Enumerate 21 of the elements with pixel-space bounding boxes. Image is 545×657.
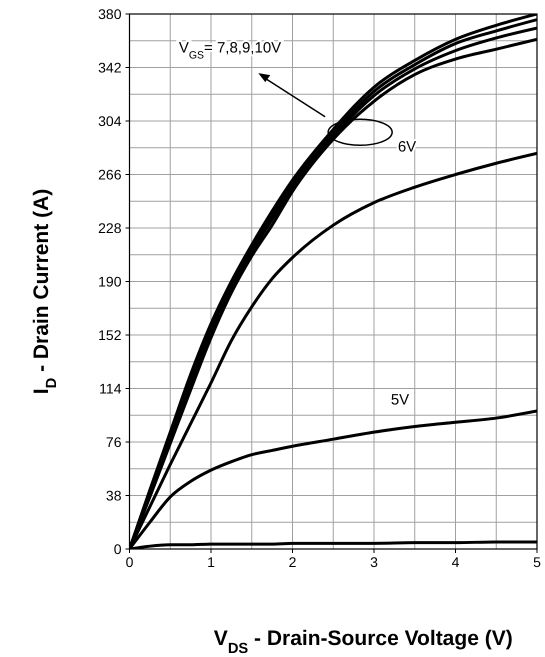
y-tick-label: 380 xyxy=(98,6,122,22)
y-tick-label: 342 xyxy=(98,59,122,76)
x-tick-label: 2 xyxy=(288,554,297,570)
x-tick-label: 1 xyxy=(207,554,216,570)
y-tick-label: 38 xyxy=(106,487,122,504)
y-tick-label: 152 xyxy=(98,326,122,343)
y-tick-label: 0 xyxy=(114,540,122,557)
x-tick-label: 3 xyxy=(370,554,378,570)
y-tick-label: 228 xyxy=(98,220,122,236)
x-tick-label: 4 xyxy=(452,554,460,570)
x-axis-title: V$_{DS}$ - Drain-Source Voltage (V) xyxy=(214,627,513,657)
annotation: V$_{GS}$= 7,8,9,10V xyxy=(178,39,282,62)
annotation: 5V xyxy=(390,391,410,408)
y-tick-label: 76 xyxy=(106,434,122,450)
y-tick-label: 266 xyxy=(98,166,122,182)
y-tick-label: 190 xyxy=(98,273,122,290)
y-tick-label: 304 xyxy=(98,112,122,129)
annotation: 6V xyxy=(398,138,416,156)
x-tick-label: 0 xyxy=(126,554,134,570)
y-tick-label: 114 xyxy=(99,380,122,396)
x-tick-label: 5 xyxy=(533,554,542,570)
